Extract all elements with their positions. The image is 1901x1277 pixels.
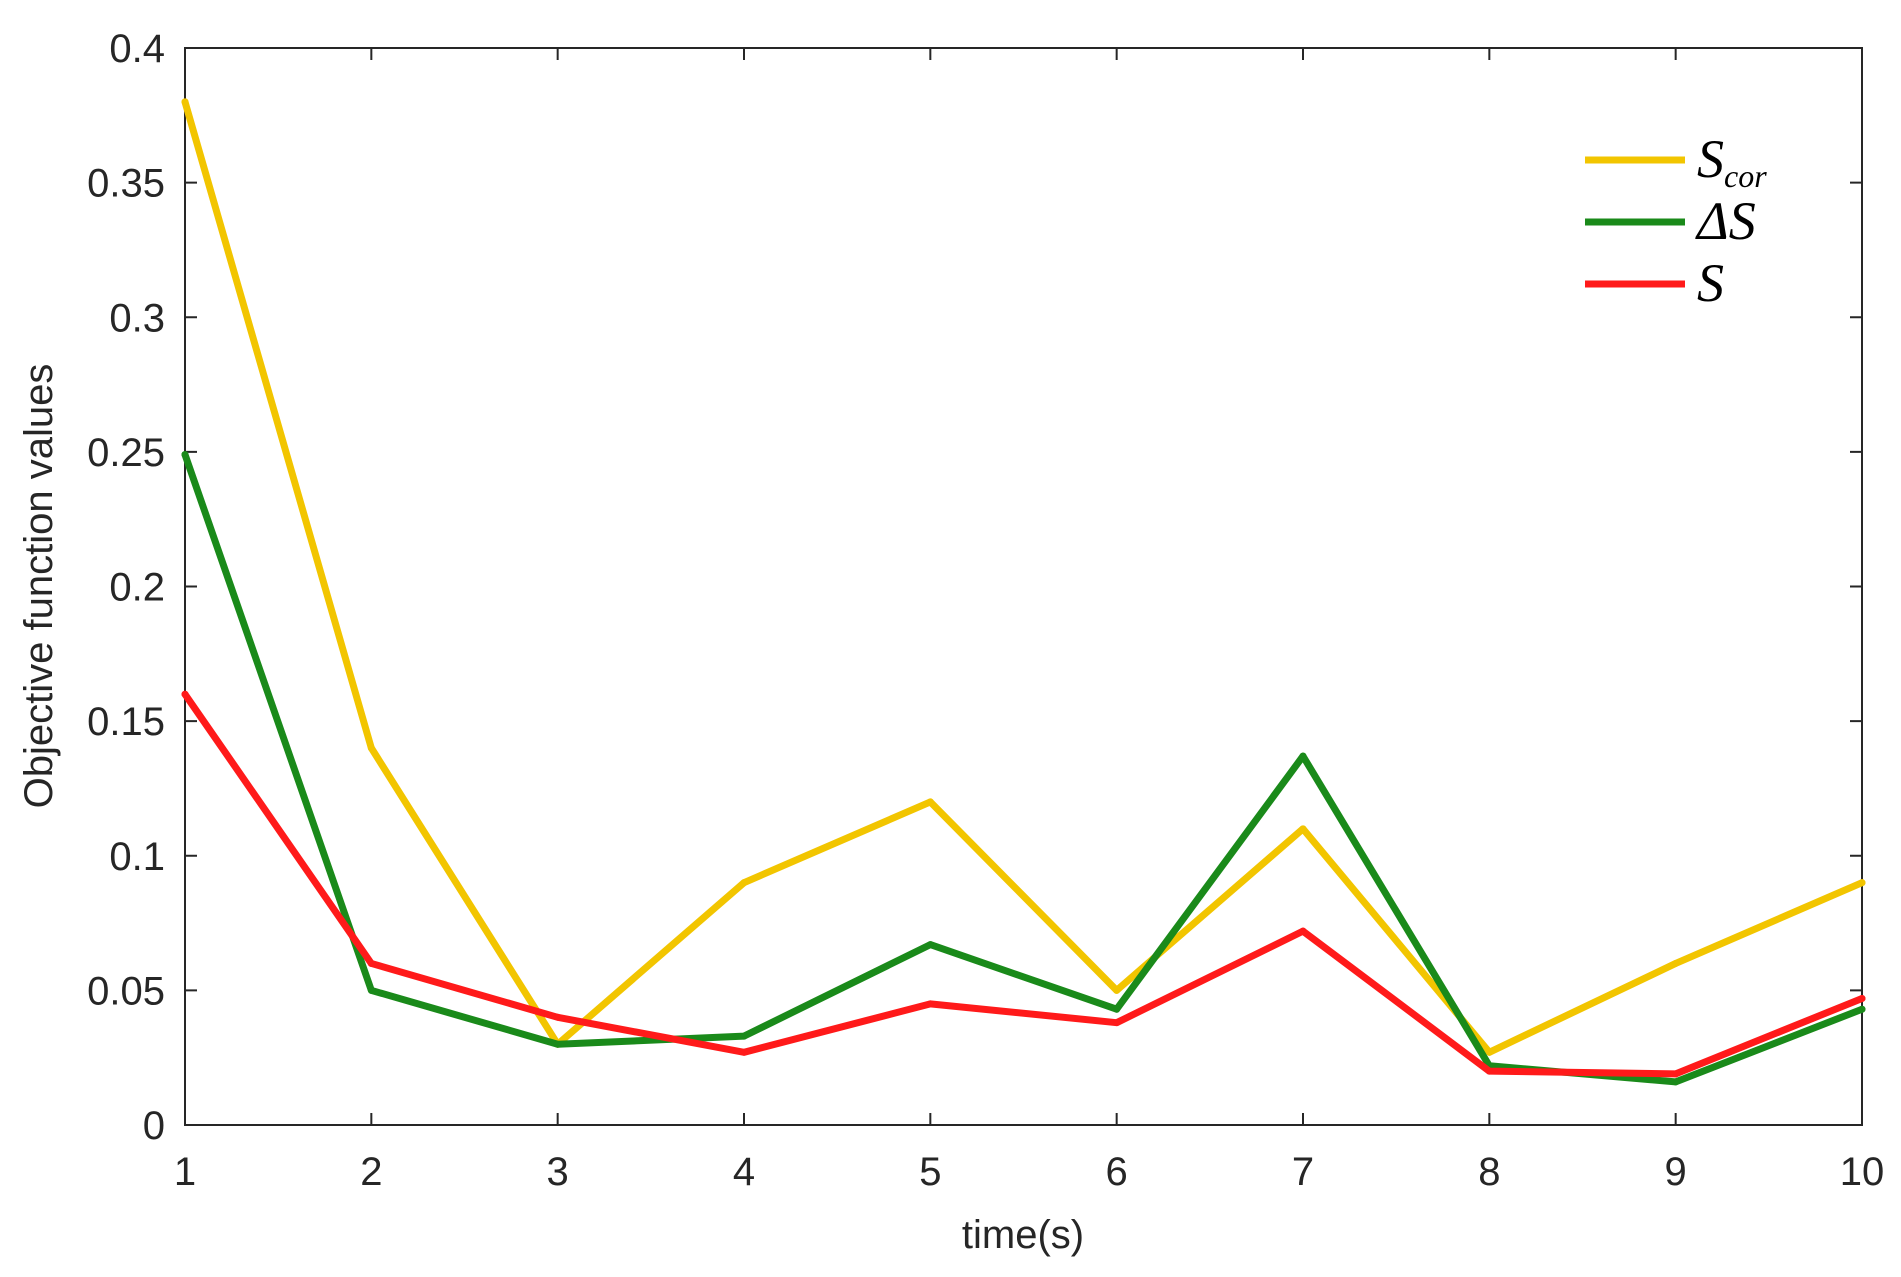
y-tick-label: 0.1: [109, 835, 165, 879]
data-point-s: [1485, 1067, 1493, 1075]
data-point-s-cor: [367, 744, 375, 752]
y-tick-label: 0.25: [87, 431, 165, 475]
y-tick-label: 0.3: [109, 296, 165, 340]
y-axis: 0 0.05 0.1 0.15 0.2 0.25 0.3 0.35 0.4: [87, 27, 1862, 1148]
data-point-s: [1672, 1078, 1680, 1086]
legend-label-main: ΔS: [1695, 191, 1756, 251]
x-tick-label: 8: [1478, 1150, 1500, 1194]
data-point-s: [926, 1000, 934, 1008]
series-layer: [181, 98, 1866, 1086]
x-axis-label: time(s): [962, 1213, 1084, 1257]
legend-label-main: S: [1697, 253, 1724, 313]
x-tick-label: 10: [1840, 1150, 1885, 1194]
legend-label: S: [1697, 253, 1724, 313]
data-point-s-cor: [740, 879, 748, 887]
x-tick-label: 2: [360, 1150, 382, 1194]
x-tick-label: 5: [919, 1150, 941, 1194]
plot-area: [184, 47, 1863, 1126]
x-tick-label: 7: [1292, 1150, 1314, 1194]
data-point-s: [1113, 1005, 1121, 1013]
data-point-s-cor: [1299, 825, 1307, 833]
data-point-s-cor: [1113, 986, 1121, 994]
x-tick-label: 9: [1665, 1150, 1687, 1194]
data-point-s: [1858, 994, 1866, 1002]
data-point-s: [1113, 1019, 1121, 1027]
data-point-s-cor: [1672, 959, 1680, 967]
data-point-s: [554, 1013, 562, 1021]
x-tick-label: 6: [1106, 1150, 1128, 1194]
data-point-s: [181, 690, 189, 698]
data-point-s: [1299, 752, 1307, 760]
data-point-s: [740, 1048, 748, 1056]
data-point-s-cor: [1858, 879, 1866, 887]
data-point-s: [1672, 1070, 1680, 1078]
y-tick-label: 0.2: [109, 566, 165, 610]
y-tick-label: 0.4: [109, 27, 165, 71]
y-tick-label: 0: [143, 1104, 165, 1148]
legend-label: ΔS: [1695, 191, 1756, 251]
data-point-s: [1858, 1005, 1866, 1013]
y-tick-label: 0.15: [87, 700, 165, 744]
data-point-s: [367, 959, 375, 967]
data-point-s: [181, 451, 189, 459]
data-point-s: [740, 1032, 748, 1040]
x-tick-label: 1: [174, 1150, 196, 1194]
series-line-s: [181, 690, 1866, 1078]
data-point-s-cor: [926, 798, 934, 806]
y-axis-label: Objective function values: [17, 364, 61, 809]
legend-label: Scor: [1697, 129, 1767, 194]
data-point-s-cor: [1485, 1048, 1493, 1056]
y-tick-label: 0.05: [87, 969, 165, 1013]
y-tick-label: 0.35: [87, 162, 165, 206]
x-axis: 1 2 3 4 5 6 7 8 9 10: [174, 48, 1884, 1194]
x-tick-label: 4: [733, 1150, 755, 1194]
data-point-s-cor: [181, 98, 189, 106]
data-point-s: [367, 986, 375, 994]
legend-label-subscript: cor: [1724, 158, 1767, 194]
data-point-s: [1299, 927, 1307, 935]
series-line-s-cor: [181, 98, 1866, 1056]
data-point-s: [926, 941, 934, 949]
data-point-s: [554, 1040, 562, 1048]
legend-label-main: S: [1697, 129, 1724, 189]
x-tick-label: 3: [547, 1150, 569, 1194]
